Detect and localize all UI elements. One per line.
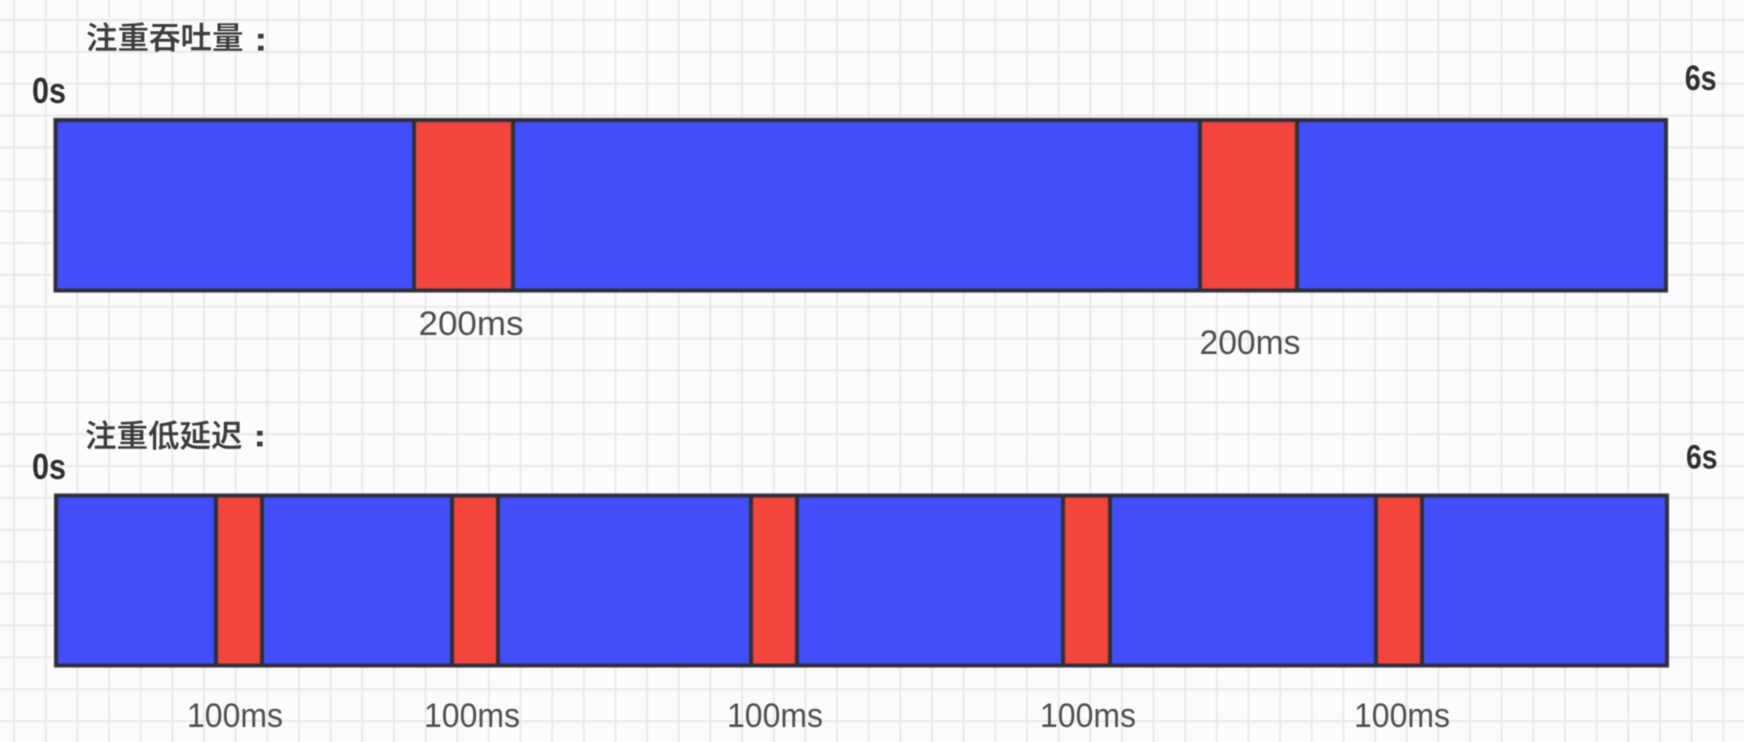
svg-text:100ms: 100ms <box>187 697 283 735</box>
svg-text:0s: 0s <box>32 70 66 111</box>
svg-text:100ms: 100ms <box>727 697 823 735</box>
svg-text:0s: 0s <box>32 446 66 487</box>
svg-text:100ms: 100ms <box>1040 697 1136 735</box>
svg-text:6s: 6s <box>1686 439 1718 477</box>
svg-text:200ms: 200ms <box>1200 324 1301 362</box>
svg-text:100ms: 100ms <box>424 697 520 735</box>
svg-text:6s: 6s <box>1685 59 1717 98</box>
svg-text:100ms: 100ms <box>1354 697 1450 735</box>
svg-text:200ms: 200ms <box>419 305 524 343</box>
